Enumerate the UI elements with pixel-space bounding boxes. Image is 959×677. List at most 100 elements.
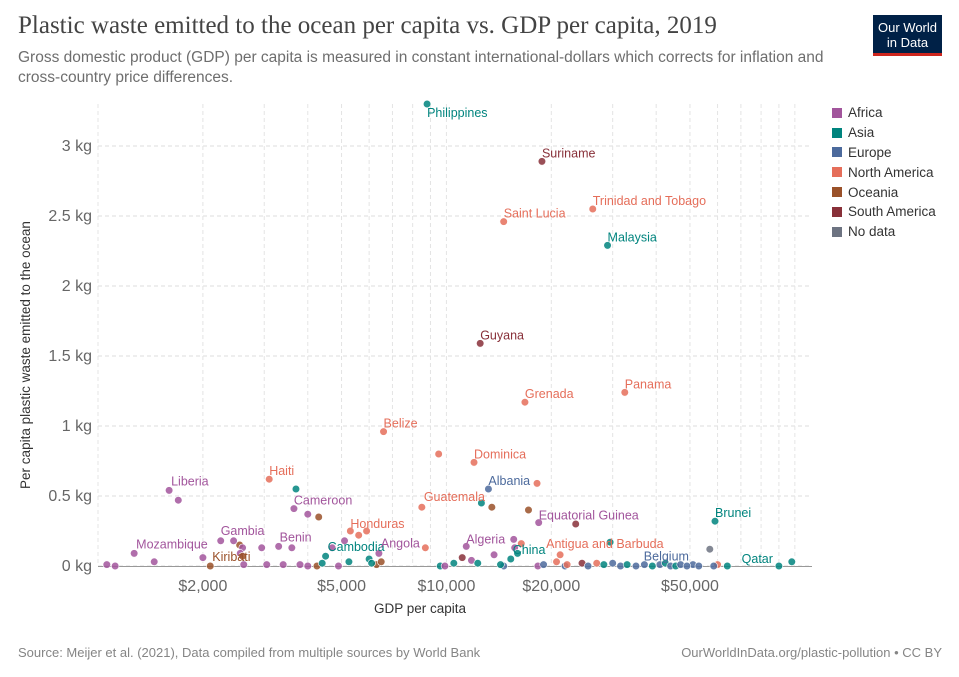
point-honduras[interactable] bbox=[346, 526, 355, 536]
legend-item[interactable]: Africa bbox=[832, 103, 936, 123]
data-point[interactable] bbox=[723, 561, 732, 571]
data-point[interactable] bbox=[608, 559, 617, 568]
data-point[interactable] bbox=[606, 538, 615, 547]
point-haiti[interactable] bbox=[265, 475, 274, 484]
data-point[interactable] bbox=[640, 560, 649, 569]
point-benin[interactable] bbox=[274, 542, 283, 551]
point-cameroon[interactable] bbox=[289, 504, 299, 513]
data-point[interactable] bbox=[458, 553, 467, 562]
point-saint-lucia[interactable] bbox=[499, 217, 508, 226]
data-point[interactable] bbox=[328, 543, 337, 552]
point-kiribati[interactable] bbox=[206, 561, 215, 571]
data-point[interactable] bbox=[473, 559, 482, 568]
point-label: Algeria bbox=[466, 532, 505, 546]
data-point[interactable] bbox=[287, 543, 296, 552]
data-point[interactable] bbox=[517, 539, 526, 548]
point-trinidad-and-tobago[interactable] bbox=[588, 204, 597, 214]
point-guyana[interactable] bbox=[476, 339, 485, 348]
data-point[interactable] bbox=[694, 561, 703, 571]
point-albania[interactable] bbox=[484, 484, 493, 494]
data-point[interactable] bbox=[709, 561, 718, 571]
data-point[interactable] bbox=[257, 543, 266, 552]
data-point[interactable] bbox=[334, 561, 343, 571]
data-point[interactable] bbox=[303, 510, 312, 519]
data-point[interactable] bbox=[552, 557, 561, 566]
data-point[interactable] bbox=[344, 557, 354, 566]
data-point[interactable] bbox=[440, 561, 450, 571]
x-tick-label: $50,000 bbox=[661, 578, 719, 595]
data-point[interactable] bbox=[198, 553, 207, 562]
data-point[interactable] bbox=[262, 560, 271, 569]
legend-item[interactable]: Oceania bbox=[832, 182, 936, 202]
data-point[interactable] bbox=[314, 512, 323, 522]
data-point[interactable] bbox=[524, 505, 533, 515]
point-dominica[interactable] bbox=[469, 458, 479, 467]
point-belize[interactable] bbox=[379, 427, 388, 436]
point-qatar[interactable] bbox=[774, 561, 784, 571]
point-angola[interactable] bbox=[374, 549, 383, 558]
data-point[interactable] bbox=[362, 526, 371, 536]
point-cambodia[interactable] bbox=[321, 552, 330, 561]
point-antigua-and-barbuda[interactable] bbox=[556, 550, 565, 559]
data-point[interactable] bbox=[592, 559, 601, 568]
data-point[interactable] bbox=[318, 559, 327, 568]
point-guatemala[interactable] bbox=[417, 503, 426, 512]
data-point[interactable] bbox=[705, 545, 714, 554]
data-point[interactable] bbox=[532, 479, 542, 488]
data-point[interactable] bbox=[295, 560, 305, 569]
data-point[interactable] bbox=[489, 550, 499, 559]
data-point[interactable] bbox=[354, 531, 363, 540]
point-suriname[interactable] bbox=[537, 157, 547, 166]
point-liberia[interactable] bbox=[165, 486, 174, 495]
data-point[interactable] bbox=[787, 557, 796, 566]
data-point[interactable] bbox=[563, 560, 572, 569]
data-point[interactable] bbox=[421, 543, 430, 552]
point-gambia[interactable] bbox=[216, 536, 225, 545]
data-point[interactable] bbox=[631, 561, 641, 571]
data-point[interactable] bbox=[583, 561, 593, 571]
data-point[interactable] bbox=[239, 560, 248, 569]
data-point[interactable] bbox=[434, 449, 443, 459]
data-point[interactable] bbox=[571, 519, 580, 529]
data-point[interactable] bbox=[487, 503, 496, 512]
point-mozambique[interactable] bbox=[130, 549, 139, 558]
data-point[interactable] bbox=[111, 561, 120, 571]
point-brunei[interactable] bbox=[710, 517, 720, 526]
data-point[interactable] bbox=[599, 560, 608, 569]
legend-item[interactable]: Europe bbox=[832, 143, 936, 163]
data-point[interactable] bbox=[340, 536, 349, 545]
data-point[interactable] bbox=[539, 560, 548, 569]
data-point[interactable] bbox=[377, 557, 386, 566]
point-malaysia[interactable] bbox=[603, 241, 612, 250]
data-point[interactable] bbox=[102, 560, 111, 569]
data-point[interactable] bbox=[449, 559, 458, 568]
data-point[interactable] bbox=[682, 561, 692, 571]
data-point[interactable] bbox=[291, 484, 301, 494]
data-point[interactable] bbox=[150, 557, 159, 566]
data-point[interactable] bbox=[279, 560, 288, 569]
point-algeria[interactable] bbox=[462, 542, 471, 551]
point-equatorial-guinea[interactable] bbox=[534, 518, 543, 527]
data-point[interactable] bbox=[174, 496, 183, 505]
owid-logo[interactable]: Our World in Data bbox=[873, 15, 942, 56]
data-point[interactable] bbox=[229, 536, 238, 545]
data-point[interactable] bbox=[367, 559, 376, 568]
legend-item[interactable]: North America bbox=[832, 162, 936, 182]
data-point[interactable] bbox=[496, 560, 505, 569]
legend-item[interactable]: Asia bbox=[832, 123, 936, 143]
data-point[interactable] bbox=[622, 560, 632, 569]
point-grenada[interactable] bbox=[520, 398, 530, 407]
legend-item[interactable]: South America bbox=[832, 202, 936, 222]
point-label: Angola bbox=[381, 536, 420, 550]
data-point[interactable] bbox=[238, 552, 247, 561]
footer-link[interactable]: OurWorldInData.org/plastic-pollution • C… bbox=[681, 645, 942, 660]
data-point[interactable] bbox=[477, 498, 486, 508]
point-china[interactable] bbox=[506, 554, 515, 564]
legend-swatch bbox=[832, 147, 842, 158]
data-point[interactable] bbox=[303, 561, 312, 571]
data-point[interactable] bbox=[513, 549, 522, 558]
legend-item[interactable]: No data bbox=[832, 222, 936, 242]
data-point[interactable] bbox=[509, 535, 518, 544]
point-panama[interactable] bbox=[620, 388, 629, 397]
point-philippines[interactable] bbox=[422, 99, 432, 109]
